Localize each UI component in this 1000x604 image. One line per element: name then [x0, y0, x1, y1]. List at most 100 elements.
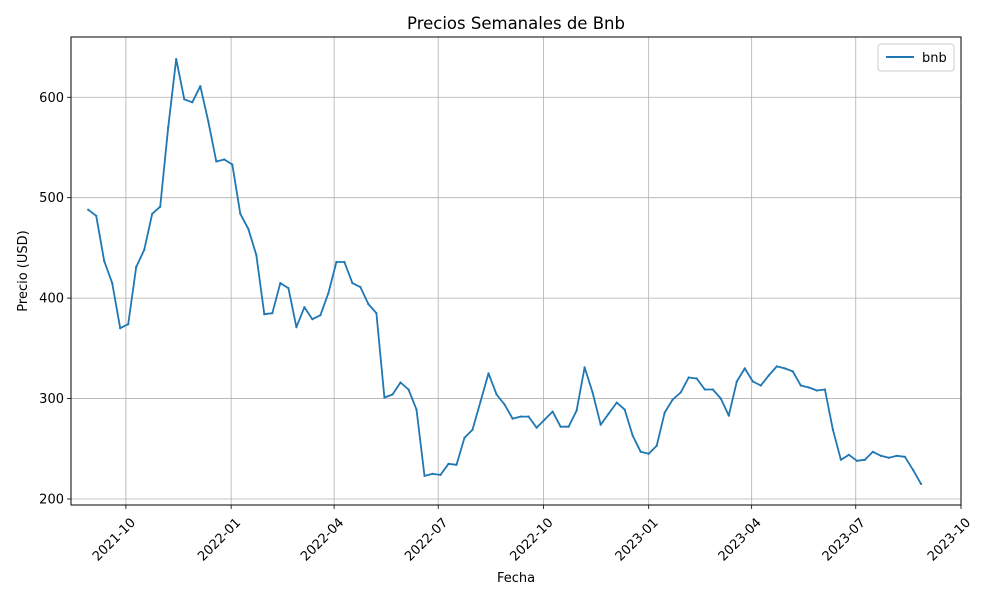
data-point	[599, 423, 602, 426]
data-point	[527, 415, 530, 418]
data-point	[343, 260, 346, 264]
data-point	[559, 425, 562, 428]
data-point	[879, 454, 883, 457]
data-point	[663, 411, 666, 414]
data-point	[191, 101, 194, 104]
data-point	[719, 397, 722, 400]
data-point	[135, 265, 138, 269]
data-point	[327, 292, 330, 295]
data-point	[319, 314, 322, 317]
data-point	[895, 454, 899, 457]
x-axis-label: Fecha	[497, 571, 535, 586]
data-point	[615, 401, 618, 404]
data-point	[479, 400, 482, 403]
data-point	[535, 426, 538, 429]
data-point	[175, 58, 178, 61]
data-point	[671, 398, 674, 401]
plot-frame	[70, 36, 962, 506]
data-point	[887, 456, 891, 459]
data-point	[847, 453, 851, 456]
data-point	[303, 306, 306, 309]
data-point	[383, 396, 386, 399]
data-point	[655, 444, 658, 447]
data-point	[415, 408, 418, 411]
data-point	[831, 428, 835, 431]
data-point	[903, 455, 907, 458]
data-point	[447, 462, 450, 465]
data-point	[823, 388, 827, 391]
data-point	[199, 85, 202, 88]
data-point	[543, 418, 546, 421]
data-point	[639, 450, 642, 453]
data-point	[359, 286, 362, 289]
data-point	[183, 98, 186, 101]
data-point	[167, 126, 170, 129]
data-point	[159, 205, 162, 208]
data-point	[375, 312, 378, 315]
data-point	[255, 253, 258, 256]
data-point	[855, 459, 859, 462]
data-point	[295, 326, 298, 329]
data-point	[351, 282, 354, 285]
y-tick-label: 300	[39, 392, 64, 407]
data-point	[687, 376, 690, 379]
data-point	[775, 365, 778, 368]
series-lines	[87, 58, 923, 485]
data-point	[247, 227, 250, 230]
data-point	[839, 458, 843, 461]
legend: bnb	[877, 43, 955, 72]
data-point	[143, 248, 146, 251]
data-point	[511, 417, 514, 420]
data-point	[791, 370, 794, 373]
data-point	[263, 313, 266, 316]
y-tick-label: 200	[39, 492, 64, 507]
data-point	[919, 482, 923, 485]
data-point	[711, 388, 714, 391]
data-point	[95, 214, 98, 217]
data-point	[439, 473, 442, 476]
legend-label: bnb	[922, 51, 947, 66]
data-point	[87, 208, 90, 211]
data-point	[631, 434, 634, 437]
legend-box	[877, 43, 955, 72]
data-point	[799, 384, 802, 387]
data-point	[735, 380, 738, 383]
data-point	[575, 409, 578, 412]
data-point	[807, 386, 811, 389]
data-point	[583, 366, 586, 369]
data-point	[551, 410, 554, 413]
data-point	[111, 282, 114, 285]
data-point	[591, 391, 594, 394]
data-point	[431, 472, 434, 475]
data-point	[607, 412, 610, 415]
data-point	[695, 377, 698, 380]
chart-title: Precios Semanales de Bnb	[407, 14, 625, 33]
y-tick-label: 400	[39, 292, 64, 307]
data-point	[207, 120, 210, 123]
data-point	[751, 380, 754, 383]
data-point	[239, 212, 242, 215]
data-point	[471, 428, 474, 431]
data-point	[647, 452, 650, 455]
data-point	[623, 408, 626, 411]
data-point	[455, 463, 458, 466]
data-point	[911, 468, 915, 471]
data-point	[863, 458, 867, 461]
data-point	[567, 425, 570, 428]
data-point	[231, 163, 234, 166]
data-point	[223, 158, 226, 161]
data-point	[495, 393, 498, 396]
data-point	[767, 374, 770, 377]
data-point	[103, 259, 106, 263]
data-point	[391, 393, 394, 396]
data-point	[407, 388, 410, 391]
data-point	[399, 381, 402, 384]
data-point	[335, 260, 338, 264]
data-point	[503, 403, 506, 406]
data-point	[871, 450, 875, 453]
data-point	[703, 388, 706, 391]
data-point	[119, 327, 122, 330]
data-point	[287, 287, 290, 290]
